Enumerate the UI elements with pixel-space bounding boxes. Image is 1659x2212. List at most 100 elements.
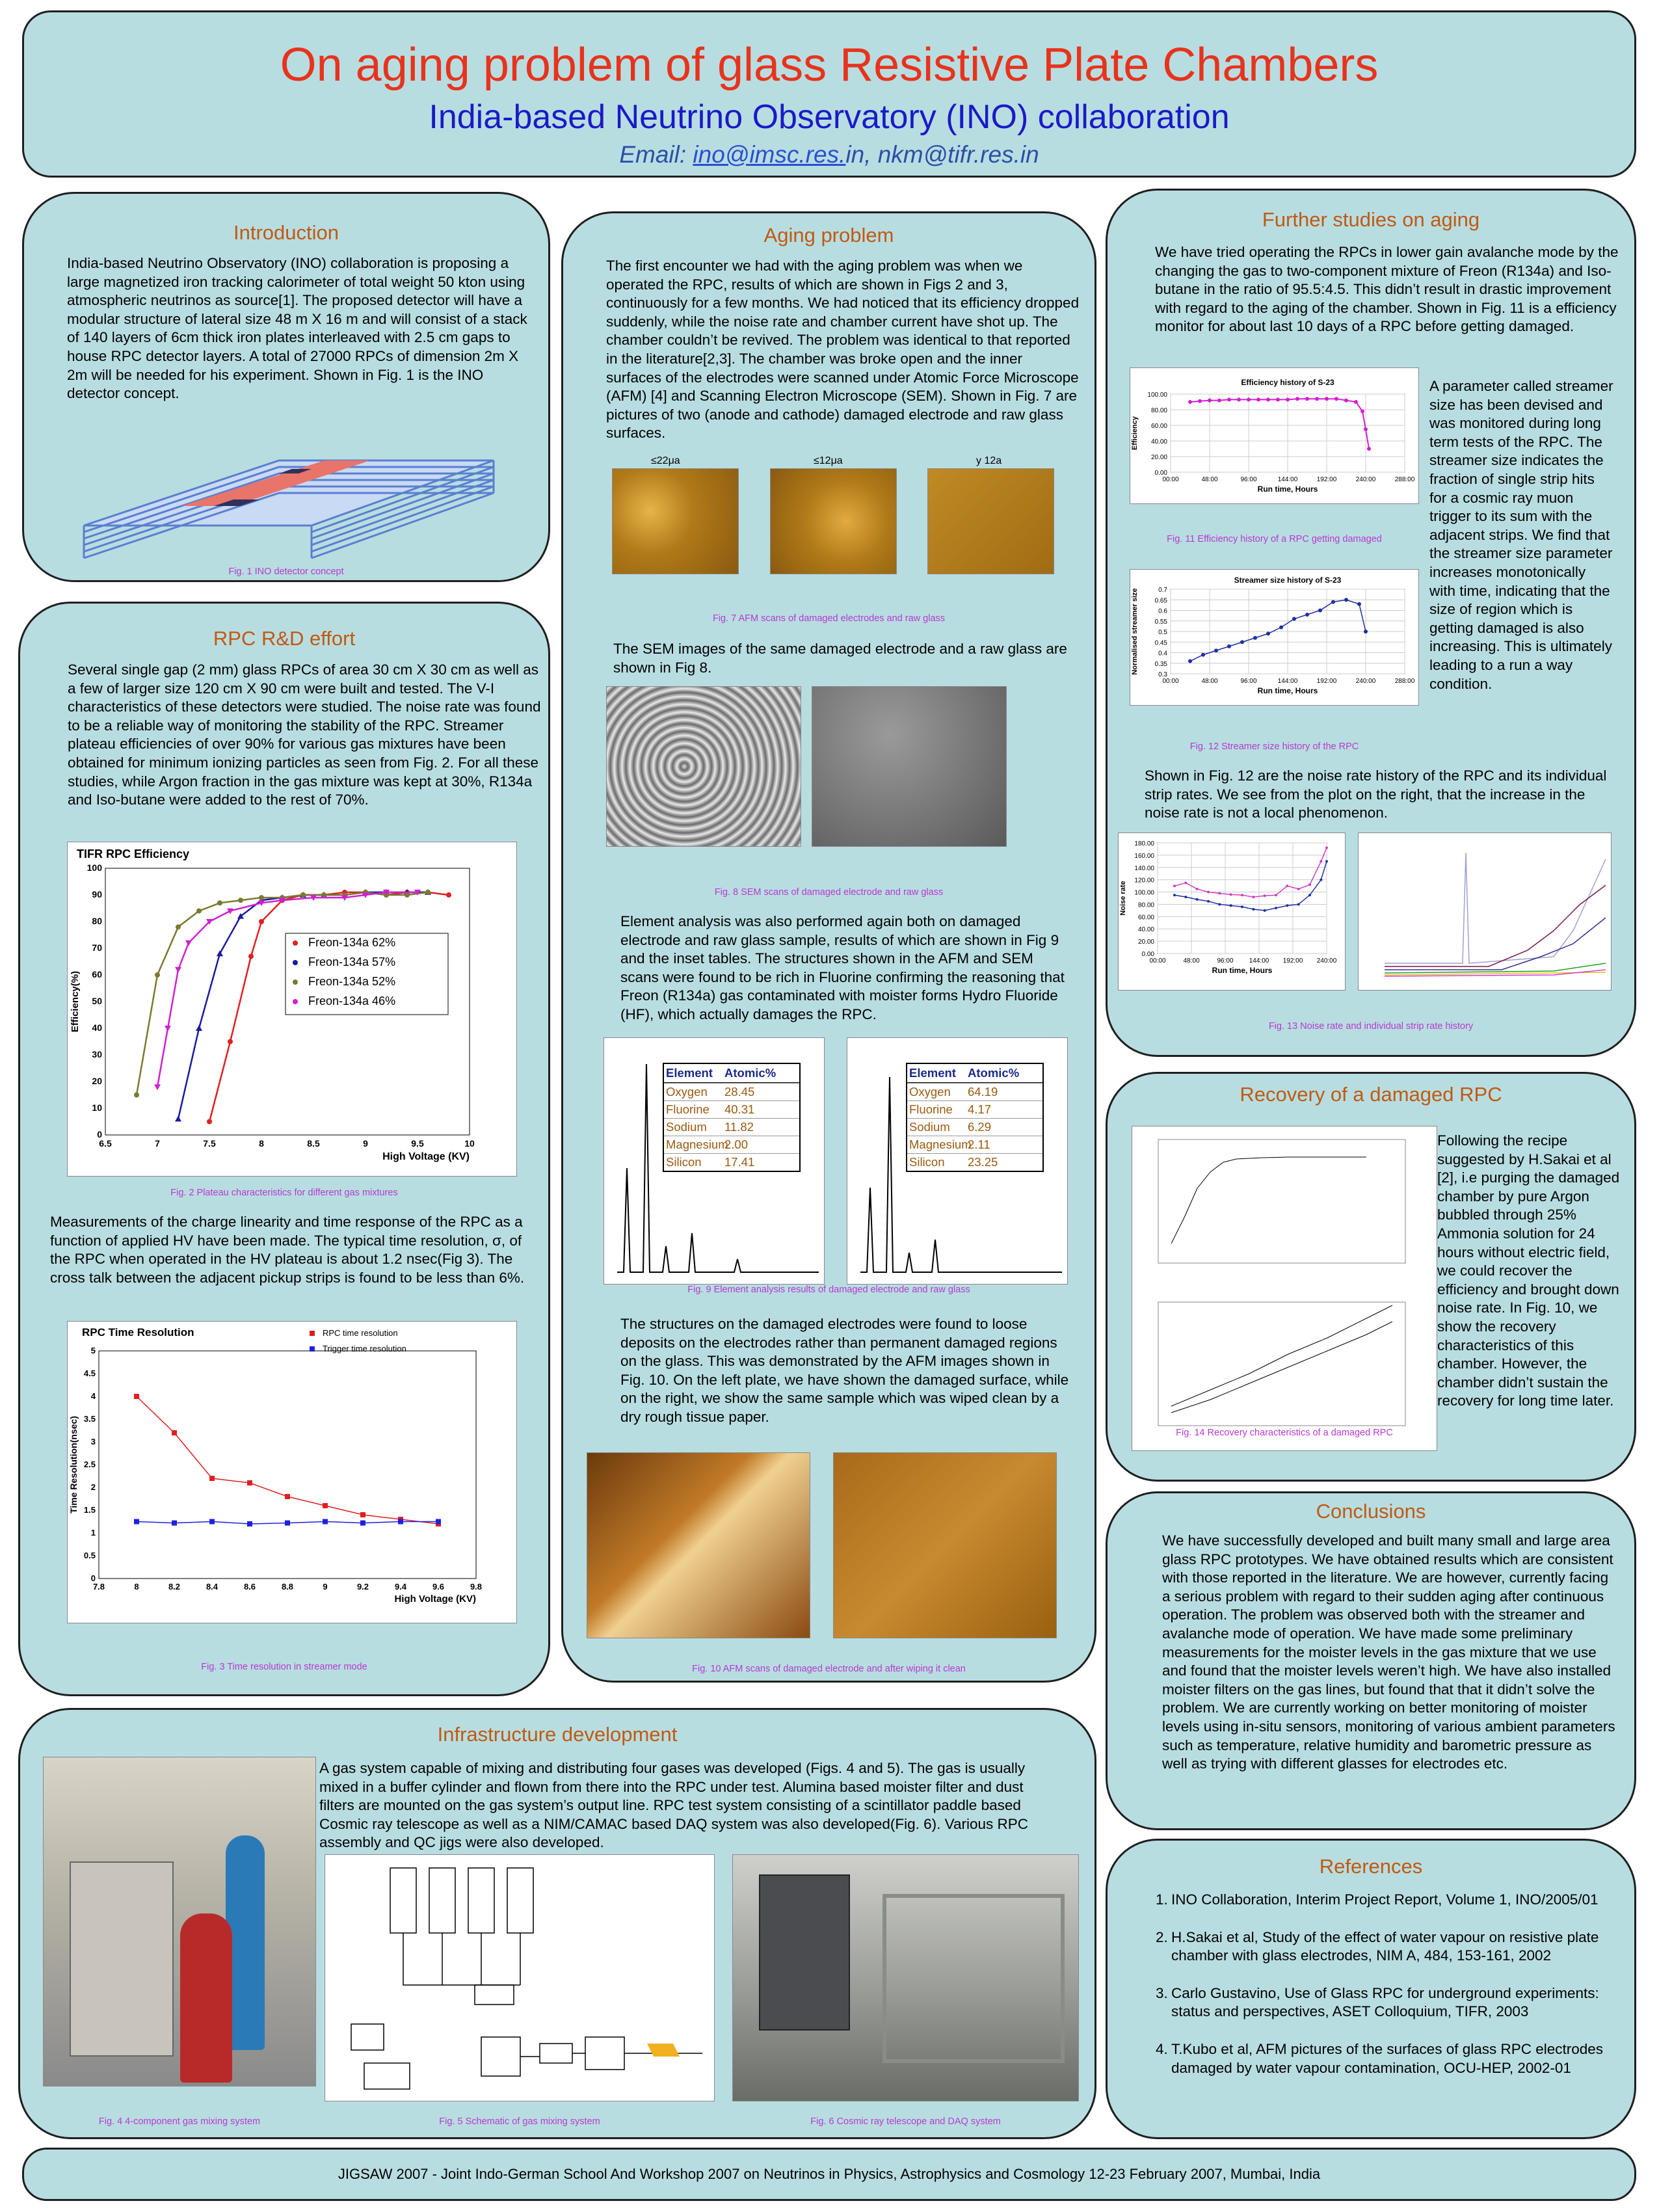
fig2-caption: Fig. 2 Plateau characteristics for diffe… (170, 1188, 398, 1198)
x-tick-label: 6.5 (99, 1138, 112, 1149)
spectrum-right (860, 1076, 1062, 1273)
element-table-left: Element Atomic% Oxygen 28.45 Fluorine 40.31 S… (663, 1063, 801, 1172)
data-point (1292, 617, 1296, 621)
plot-frame (105, 868, 470, 1136)
conclusions-title: Conclusions (1316, 1500, 1426, 1523)
legend-marker (293, 940, 298, 946)
daq-rack (759, 1874, 850, 2031)
x-axis-label: Run time, Hours (1258, 485, 1318, 494)
legend-label: Freon-134a 62% (308, 936, 395, 949)
x-tick-label: 144:00 (1249, 957, 1269, 965)
element-table-row: Magnesium 2.11 (907, 1136, 1042, 1153)
recovery-chart-svg (1158, 1139, 1406, 1426)
x-tick-label: 00:00 (1149, 957, 1165, 965)
data-point (310, 895, 317, 901)
data-point (1286, 397, 1290, 402)
data-point (1297, 887, 1300, 890)
rpc-rd-title: RPC R&D effort (213, 627, 356, 650)
fig8-caption: Fig. 8 SEM scans of damaged electrode an… (714, 887, 944, 898)
poster-footer: JIGSAW 2007 - Joint Indo-German School A… (22, 2148, 1636, 2201)
data-point (425, 889, 431, 895)
data-point (172, 1520, 177, 1526)
data-point (209, 1519, 215, 1525)
poster-subtitle: India-based Neutrino Observatory (INO) c… (429, 98, 1230, 136)
x-tick-label: 144:00 (1278, 476, 1298, 483)
y-axis-label: Efficiency(%) (70, 971, 81, 1032)
fig11-caption: Fig. 11 Efficiency history of a RPC gett… (1167, 534, 1382, 544)
y-tick-label: 100.00 (1134, 890, 1154, 897)
x-tick-label: 8.5 (307, 1138, 320, 1149)
y-tick-label: 1.5 (84, 1505, 96, 1515)
y-tick-label: 20.00 (1138, 939, 1154, 946)
y-tick-label: 0.7 (1158, 587, 1167, 594)
aging-title: Aging problem (763, 224, 894, 247)
data-point (1308, 883, 1311, 886)
fig6-caption: Fig. 6 Cosmic ray telescope and DAQ syst… (810, 2116, 1001, 2127)
y-tick-label: 180.00 (1134, 840, 1154, 847)
legend-label: Trigger time resolution (323, 1344, 406, 1353)
y-tick-label: 30 (92, 1049, 102, 1059)
x-tick-label: 8 (259, 1138, 264, 1149)
fig12-streamer-size-history: Streamer size history of S-23 00:00 48:00 9… (1130, 569, 1419, 706)
fig10-afm-right (833, 1452, 1057, 1638)
data-point (1331, 600, 1335, 604)
x-tick-label: 48:00 (1201, 476, 1217, 483)
fig1-caption: Fig. 1 INO detector concept (228, 566, 344, 577)
data-point (1275, 894, 1277, 897)
element-table-row: Sodium 6.29 (907, 1118, 1042, 1136)
gas-cylinder-blue (226, 1835, 265, 2050)
legend-marker (293, 979, 298, 985)
y-tick-label: 80.00 (1138, 901, 1154, 909)
x-tick-label: 8 (134, 1582, 139, 1592)
data-point (1201, 652, 1205, 657)
fig2-efficiency-chart: TIFR RPC Efficiency 6.5 7 7.5 8 8.5 9 9.5 10 0 10 2… (67, 842, 517, 1177)
data-point (1279, 625, 1283, 630)
y-tick-label: 5 (91, 1346, 96, 1355)
sem-scan-raw (812, 686, 1007, 847)
data-point (165, 1026, 171, 1032)
x-tick-label: 240:00 (1317, 957, 1337, 965)
data-point (1227, 644, 1231, 648)
data-point (323, 1519, 328, 1525)
element-table-right: Element Atomic% Oxygen 64.19 Fluorine 4.17 So… (906, 1063, 1044, 1172)
x-tick-label: 240:00 (1356, 476, 1376, 483)
y-tick-label: 0 (91, 1573, 96, 1583)
data-point (1308, 894, 1311, 897)
legend-marker (310, 1346, 315, 1352)
x-tick-label: 144:00 (1278, 678, 1298, 685)
y-tick-label: 100 (87, 862, 103, 873)
data-point (1218, 903, 1221, 906)
element-table-row: Silicon 17.41 (664, 1153, 799, 1171)
data-point (300, 892, 306, 898)
fig3-caption: Fig. 3 Time resolution in streamer mode (201, 1662, 367, 1672)
data-point (285, 1494, 290, 1499)
data-point (185, 940, 192, 946)
y-tick-label: 50 (92, 996, 102, 1006)
y-tick-label: 70 (92, 942, 102, 953)
element-table-row: Fluorine 40.31 (664, 1100, 799, 1118)
y-tick-label: 4.5 (84, 1368, 96, 1378)
data-point (175, 1115, 181, 1122)
email-link[interactable]: ino@imsc.res. (693, 141, 846, 168)
data-point (285, 1520, 290, 1526)
y-axis-label: Noise rate (1119, 881, 1127, 915)
legend-label: Freon-134a 46% (308, 994, 395, 1007)
data-point (1344, 598, 1348, 602)
y-tick-label: 40.00 (1151, 438, 1167, 446)
y-axis-label: Efficiency (1131, 416, 1139, 450)
data-point (176, 924, 181, 930)
y-tick-label: 0.4 (1158, 650, 1167, 658)
x-tick-label: 288:00 (1395, 678, 1415, 685)
data-point (259, 895, 264, 901)
data-point (1275, 907, 1277, 910)
y-tick-label: 10 (92, 1102, 102, 1113)
x-tick-label: 192:00 (1317, 678, 1337, 685)
data-point (360, 1512, 365, 1517)
data-point (134, 1394, 139, 1399)
y-tick-label: 0.6 (1158, 608, 1167, 615)
email-line: Email: ino@imsc.res.in, nkm@tifr.res.in (24, 141, 1634, 168)
x-tick-label: 9.5 (411, 1138, 424, 1149)
data-point (258, 900, 265, 907)
plot-frame (1157, 842, 1327, 954)
